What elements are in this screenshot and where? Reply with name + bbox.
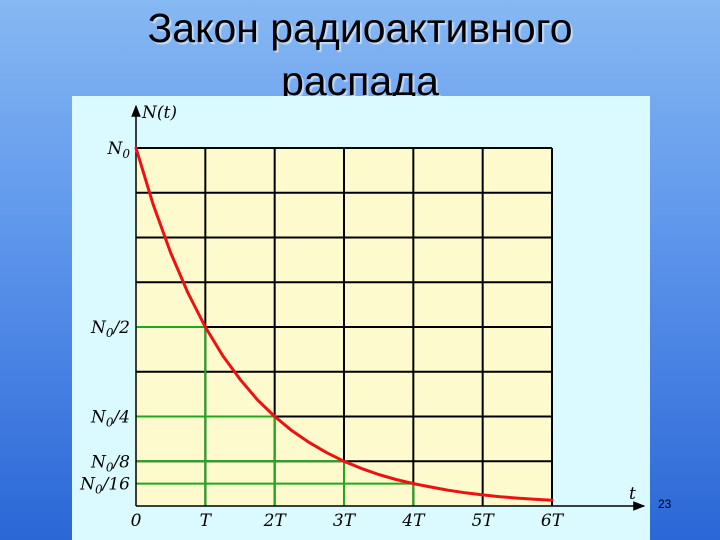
page-number: 23 <box>658 497 672 511</box>
decay-chart: N0 N0/2 N0/4 N0/8N0/16 0 T 2T 3T 4T 5T 6T N(t) t <box>79 103 646 531</box>
x-tick-label: T <box>200 511 213 531</box>
x-tick-label: 5T <box>472 511 496 531</box>
x-tick-label: 2T <box>263 511 288 531</box>
y-tick-label: N0/2 <box>90 318 130 340</box>
slide-title-line-1: Закон радиоактивного <box>147 5 573 51</box>
guide-lines <box>136 326 415 506</box>
slide-title: Закон радиоактивного распада <box>60 2 660 108</box>
y-tick-label: N0/16 <box>79 475 130 497</box>
y-tick-labels: N0 N0/2 N0/4 N0/8N0/16 <box>79 139 130 497</box>
y-tick-label: N0/4 <box>90 408 130 430</box>
y-tick-label: N0 <box>106 139 130 161</box>
x-tick-labels: 0 T 2T 3T 4T 5T 6T <box>131 511 565 531</box>
x-tick-label: 4T <box>401 511 426 531</box>
x-tick-label: 3T <box>333 511 357 531</box>
y-tick-label: N0/8 <box>90 452 130 474</box>
x-tick-label: 6T <box>541 511 565 531</box>
decay-curve <box>134 146 554 502</box>
x-axis-label: t <box>629 484 636 504</box>
x-tick-label: 0 <box>131 511 142 531</box>
chart-panel: N0 N0/2 N0/4 N0/8 N0/16 0 T 2T 3T 4T 5T 6T N(t) t <box>72 96 650 540</box>
y-axis-label: N(t) <box>141 103 177 123</box>
